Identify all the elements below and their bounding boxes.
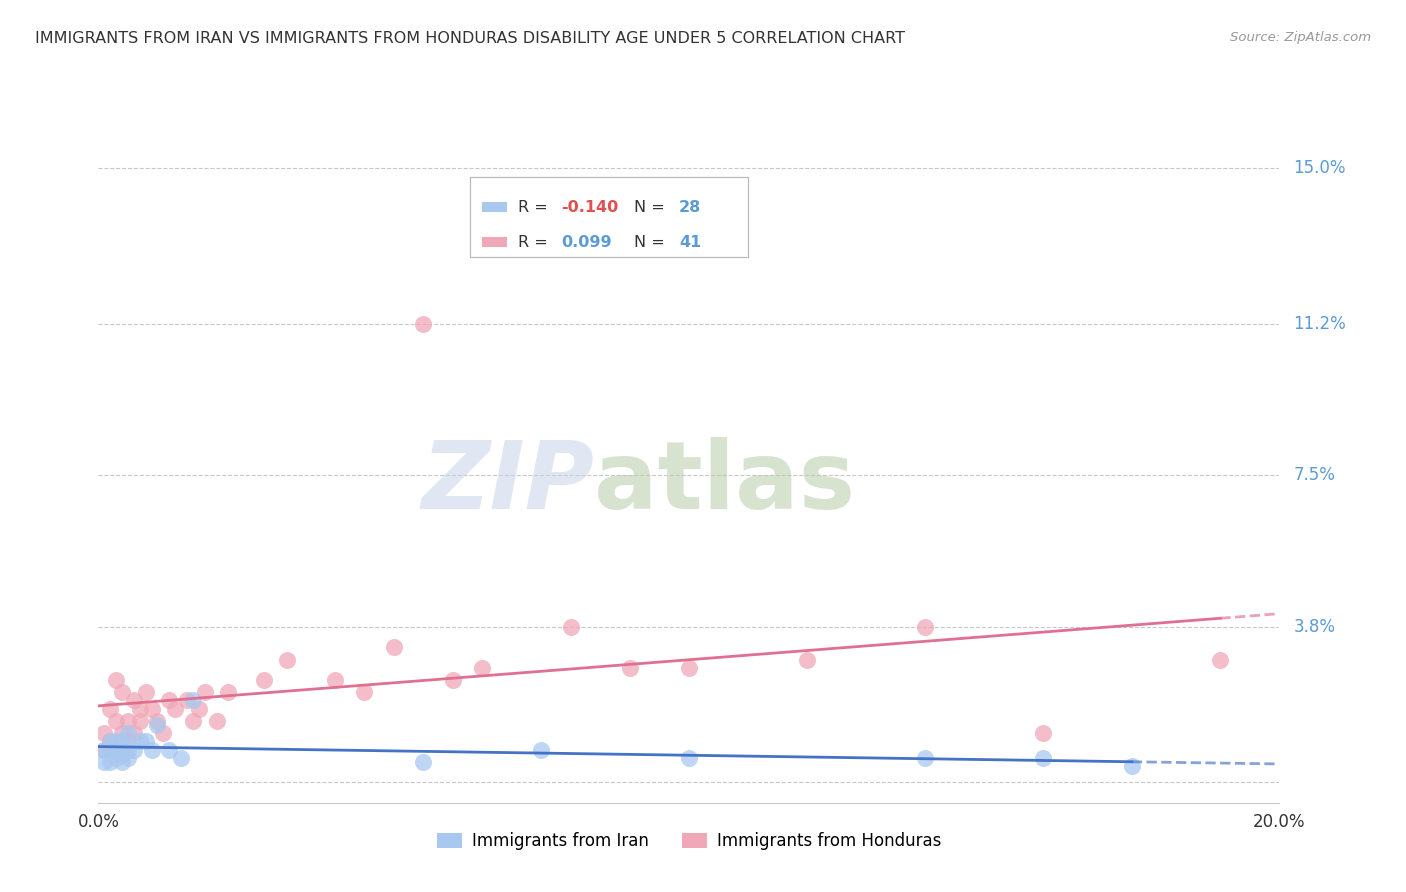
Point: [105, 673, 128, 687]
Point: [111, 747, 134, 761]
Point: [194, 685, 217, 699]
Point: [678, 751, 700, 765]
Point: [353, 685, 375, 699]
Text: N =: N =: [634, 200, 671, 214]
Point: [217, 685, 239, 699]
Point: [560, 620, 582, 634]
Point: [146, 718, 169, 732]
Point: [98, 734, 121, 748]
FancyBboxPatch shape: [481, 237, 506, 247]
Point: [98, 701, 121, 715]
FancyBboxPatch shape: [481, 202, 506, 212]
Point: [796, 652, 818, 666]
Point: [105, 734, 128, 748]
Point: [122, 693, 145, 707]
Legend: Immigrants from Iran, Immigrants from Honduras: Immigrants from Iran, Immigrants from Ho…: [430, 826, 948, 857]
Text: 28: 28: [679, 200, 702, 214]
Text: R =: R =: [517, 200, 553, 214]
Point: [253, 673, 276, 687]
Point: [117, 734, 139, 748]
Point: [93, 755, 115, 769]
Point: [471, 661, 494, 675]
Point: [93, 742, 115, 756]
Text: 0.099: 0.099: [561, 235, 612, 250]
Point: [382, 640, 405, 655]
Point: [128, 734, 150, 748]
Point: [678, 661, 700, 675]
Point: [117, 726, 139, 740]
Point: [105, 714, 128, 728]
Point: [323, 673, 346, 687]
Point: [441, 673, 464, 687]
Point: [157, 742, 180, 756]
Point: [152, 726, 174, 740]
Point: [1032, 751, 1054, 765]
Text: N =: N =: [634, 235, 671, 250]
Point: [530, 742, 553, 756]
Point: [1209, 652, 1232, 666]
Point: [122, 742, 145, 756]
Point: [98, 742, 121, 756]
Point: [98, 734, 121, 748]
Point: [205, 714, 228, 728]
Text: 15.0%: 15.0%: [1294, 160, 1346, 178]
Point: [914, 751, 936, 765]
Text: 41: 41: [679, 235, 702, 250]
Point: [135, 685, 157, 699]
Point: [141, 742, 163, 756]
Text: Source: ZipAtlas.com: Source: ZipAtlas.com: [1230, 31, 1371, 45]
Point: [165, 701, 187, 715]
Point: [111, 685, 134, 699]
Point: [111, 726, 134, 740]
Point: [105, 751, 128, 765]
Point: [914, 620, 936, 634]
Point: [98, 755, 121, 769]
Text: IMMIGRANTS FROM IRAN VS IMMIGRANTS FROM HONDURAS DISABILITY AGE UNDER 5 CORRELAT: IMMIGRANTS FROM IRAN VS IMMIGRANTS FROM …: [35, 31, 905, 46]
Point: [128, 701, 150, 715]
Point: [146, 714, 169, 728]
Text: 7.5%: 7.5%: [1294, 467, 1336, 484]
Text: 11.2%: 11.2%: [1294, 315, 1346, 333]
Point: [157, 693, 180, 707]
Point: [93, 742, 115, 756]
Text: 3.8%: 3.8%: [1294, 618, 1336, 636]
Point: [117, 751, 139, 765]
Text: atlas: atlas: [595, 437, 855, 529]
Point: [117, 742, 139, 756]
Point: [117, 714, 139, 728]
Point: [170, 751, 193, 765]
Point: [1121, 759, 1143, 773]
Point: [412, 317, 434, 331]
Point: [111, 755, 134, 769]
Point: [128, 714, 150, 728]
Point: [1032, 726, 1054, 740]
Text: -0.140: -0.140: [561, 200, 619, 214]
Point: [141, 701, 163, 715]
Point: [111, 734, 134, 748]
Point: [135, 734, 157, 748]
Point: [187, 701, 209, 715]
Point: [181, 714, 204, 728]
Text: ZIP: ZIP: [422, 437, 595, 529]
Point: [412, 755, 434, 769]
Point: [276, 652, 298, 666]
Point: [619, 661, 641, 675]
Point: [176, 693, 198, 707]
Point: [181, 693, 204, 707]
Point: [93, 726, 115, 740]
Point: [122, 726, 145, 740]
Point: [105, 742, 128, 756]
Text: R =: R =: [517, 235, 553, 250]
